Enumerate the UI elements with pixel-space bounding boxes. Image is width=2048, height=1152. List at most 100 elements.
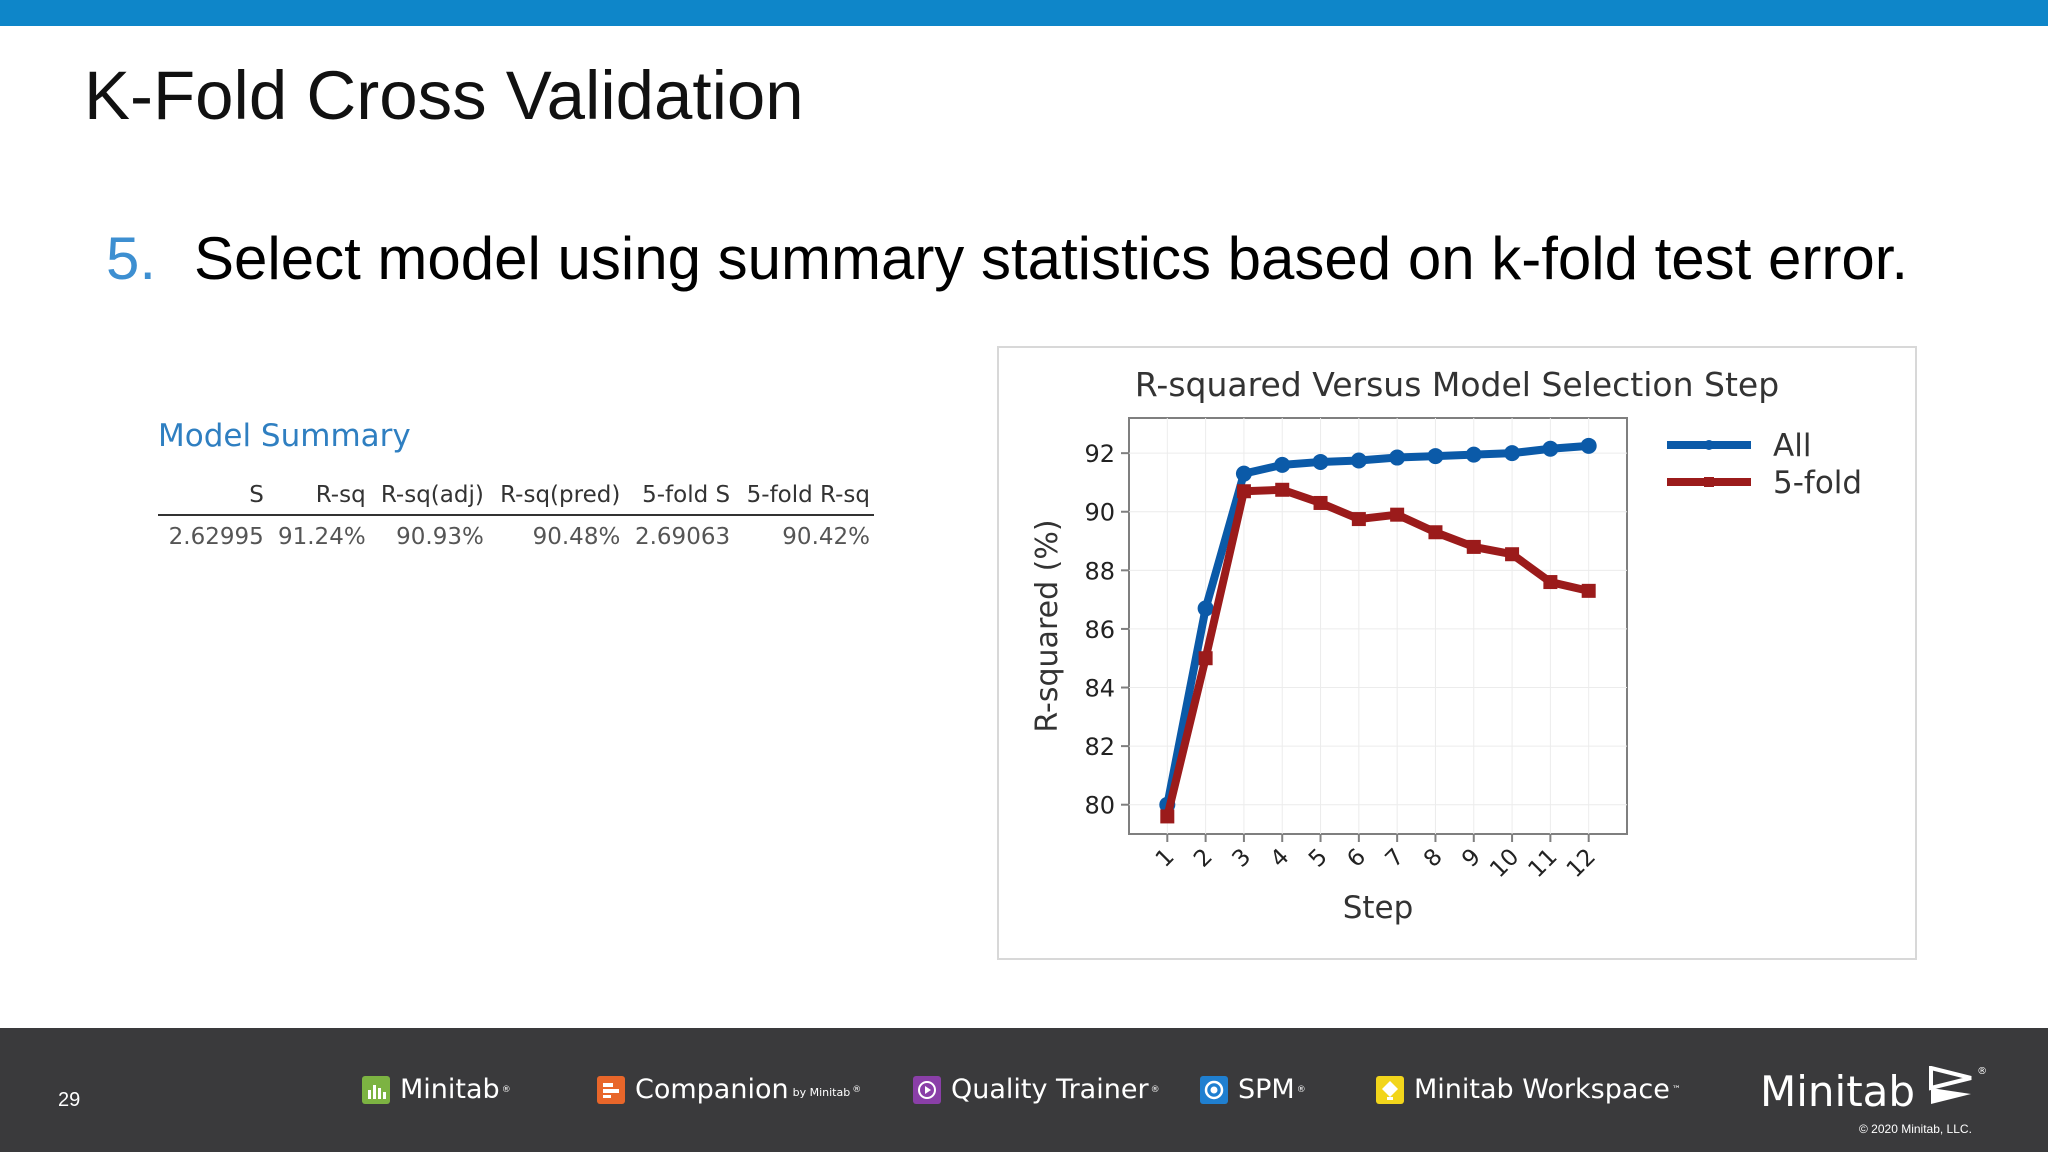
data-point-5-fold: [1198, 651, 1213, 666]
model-summary-table: S R-sq R-sq(adj) R-sq(pred) 5-fold S 5-f…: [158, 482, 874, 550]
minitab-logo-icon: [1929, 1065, 1975, 1116]
data-point-5-fold: [1160, 809, 1175, 824]
spm-swirl-icon: [1200, 1075, 1228, 1104]
legend-label-All: All: [1773, 428, 1811, 464]
copyright: © 2020 Minitab, LLC.: [1859, 1122, 1972, 1136]
x-axis-label: Step: [1343, 890, 1414, 926]
data-point-5-fold: [1466, 539, 1481, 554]
slide-title: K-Fold Cross Validation: [84, 57, 804, 134]
chart-title: R-squared Versus Model Selection Step: [1135, 365, 1779, 404]
companion-icon: [597, 1075, 625, 1104]
product-quality-trainer: Quality Trainer ®: [913, 1074, 1160, 1105]
r-squared-chart: R-squared Versus Model Selection Step 80…: [997, 346, 1917, 960]
data-point-5-fold: [1313, 495, 1328, 510]
product-spm: SPM ®: [1200, 1074, 1306, 1105]
minitab-bar-chart-icon: [362, 1075, 390, 1104]
product-mark: ®: [852, 1084, 862, 1095]
product-minitab: Minitab ®: [362, 1074, 511, 1105]
data-point-5-fold: [1390, 507, 1405, 522]
x-tick-label: 6: [1342, 844, 1371, 873]
column-header: 5-fold S: [624, 482, 735, 516]
table-cell: 2.62995: [168, 524, 264, 550]
data-point-5-fold: [1505, 547, 1520, 562]
column-header: R-sq: [267, 482, 370, 516]
product-name: Minitab: [400, 1074, 500, 1105]
y-tick-label: 92: [1084, 440, 1115, 468]
data-point-5-fold: [1351, 512, 1366, 527]
workspace-bulb-icon: [1376, 1075, 1404, 1104]
product-minitab-workspace: Minitab Workspace ™: [1376, 1074, 1681, 1105]
x-tick-label: 5: [1304, 844, 1333, 873]
product-name: Minitab Workspace: [1414, 1074, 1670, 1105]
data-point-5-fold: [1428, 525, 1443, 540]
product-companion: Companion by Minitab ®: [597, 1074, 861, 1105]
x-tick-label: 3: [1227, 844, 1256, 873]
data-point-All: [1197, 600, 1214, 617]
column-header: 5-fold R-sq: [734, 482, 874, 516]
data-point-5-fold: [1275, 482, 1290, 497]
data-point-All: [1465, 446, 1482, 463]
product-mark: ®: [1296, 1084, 1306, 1095]
legend-marker-5-fold: [1704, 477, 1714, 487]
data-point-All: [1312, 453, 1329, 470]
product-name: Companion: [635, 1074, 789, 1105]
y-tick-label: 88: [1084, 557, 1115, 585]
column-header: R-sq(pred): [487, 482, 625, 516]
table-cell: 90.42%: [782, 524, 870, 550]
step-line: 5. Select model using summary statistics …: [106, 224, 1908, 293]
x-axis-ticks: 1 2 3 4 5 6 7 8 9 10 11 12: [1151, 834, 1601, 883]
y-tick-label: 90: [1084, 499, 1115, 527]
data-point-5-fold: [1543, 575, 1558, 590]
page-number: 29: [58, 1089, 81, 1111]
y-tick-label: 80: [1084, 792, 1115, 820]
data-point-5-fold: [1581, 583, 1596, 598]
data-point-All: [1427, 448, 1444, 465]
x-tick-label: 11: [1524, 844, 1563, 883]
step-number: 5.: [106, 225, 157, 292]
data-point-All: [1235, 465, 1252, 482]
product-mark: ™: [1671, 1084, 1681, 1095]
x-tick-label: 4: [1266, 844, 1295, 873]
series-layer: [1159, 437, 1597, 824]
brand-name: Minitab: [1760, 1066, 1916, 1116]
x-tick-label: 12: [1562, 844, 1601, 883]
product-mark: ®: [1150, 1084, 1160, 1095]
y-axis-ticks: 80 82 84 86 88 90 92: [1084, 440, 1129, 820]
model-summary: Model Summary S R-sq R-sq(adj) R-sq(pred…: [158, 418, 874, 550]
column-header: S: [158, 482, 268, 516]
column-header: R-sq(adj): [369, 482, 488, 516]
x-tick-label: 8: [1419, 844, 1448, 873]
y-tick-label: 82: [1084, 733, 1115, 761]
table-row: 2.62995 91.24% 90.93% 90.48% 2.69063 90.…: [158, 515, 874, 550]
table-header-row: S R-sq R-sq(adj) R-sq(pred) 5-fold S 5-f…: [158, 482, 874, 516]
y-axis-label: R-squared (%): [1030, 519, 1065, 732]
product-name: Quality Trainer: [951, 1074, 1149, 1105]
brand-mark: ®: [1977, 1066, 1988, 1077]
table-cell: 91.24%: [277, 524, 366, 550]
legend-marker-All: [1704, 440, 1714, 450]
x-tick-label: 7: [1381, 844, 1410, 873]
top-accent-bar: [0, 0, 2048, 26]
x-tick-label: 10: [1485, 844, 1524, 883]
quality-trainer-play-icon: [913, 1075, 941, 1104]
x-tick-label: 1: [1151, 844, 1180, 873]
chart-canvas: R-squared Versus Model Selection Step 80…: [1030, 365, 1862, 926]
table-cell: 2.69063: [634, 524, 731, 550]
data-point-All: [1389, 449, 1406, 466]
data-point-All: [1504, 445, 1521, 462]
y-tick-label: 84: [1084, 675, 1115, 703]
model-summary-title: Model Summary: [158, 418, 411, 454]
data-point-All: [1580, 437, 1597, 454]
table-cell: 90.93%: [396, 524, 484, 550]
legend-label-5-fold: 5-fold: [1773, 465, 1862, 501]
x-tick-label: 9: [1457, 844, 1486, 873]
data-point-All: [1350, 452, 1367, 469]
data-point-5-fold: [1236, 484, 1251, 499]
data-point-All: [1542, 440, 1559, 457]
x-tick-label: 2: [1189, 844, 1218, 873]
product-byline: by Minitab: [792, 1086, 851, 1099]
step-text: Select model using summary statistics ba…: [194, 225, 1909, 292]
product-mark: ®: [501, 1084, 511, 1095]
